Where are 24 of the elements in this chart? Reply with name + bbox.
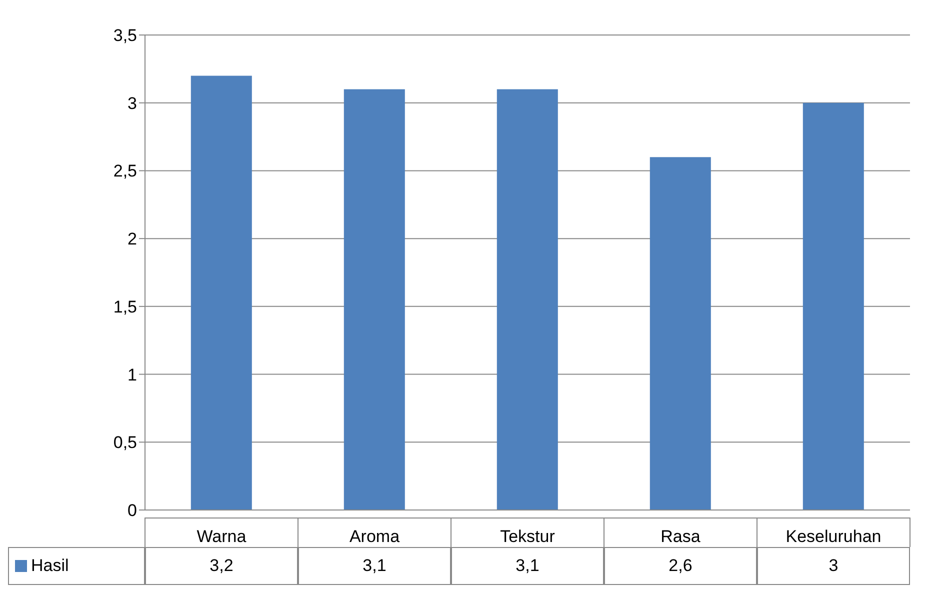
y-tick-label: 0,5 <box>113 433 137 452</box>
y-tick-label: 2,5 <box>113 162 137 181</box>
data-label: 3,2 <box>145 547 298 585</box>
y-tick-label: 3,5 <box>113 26 137 46</box>
data-label: 3,1 <box>451 547 604 585</box>
data-label: 2,6 <box>604 547 757 585</box>
x-tick-label: Aroma <box>349 527 400 546</box>
data-label: 3 <box>757 547 910 585</box>
y-tick-label: 1,5 <box>113 297 137 316</box>
bar <box>190 76 252 510</box>
bar <box>496 89 558 510</box>
y-tick-label: 2 <box>128 230 137 249</box>
x-tick-label: Keseluruhan <box>786 527 882 546</box>
x-tick-label: Tekstur <box>500 527 556 546</box>
bar <box>344 89 405 510</box>
x-tick-label: Rasa <box>660 527 701 546</box>
y-tick-label: 3 <box>128 94 137 113</box>
data-label: 3,1 <box>298 547 451 585</box>
y-tick-label: 1 <box>128 365 137 384</box>
bar <box>650 157 711 510</box>
legend-label: Hasil <box>31 556 69 576</box>
x-tick-label: Warna <box>196 527 247 546</box>
y-tick-label: 0 <box>128 501 137 520</box>
bar <box>802 102 864 510</box>
